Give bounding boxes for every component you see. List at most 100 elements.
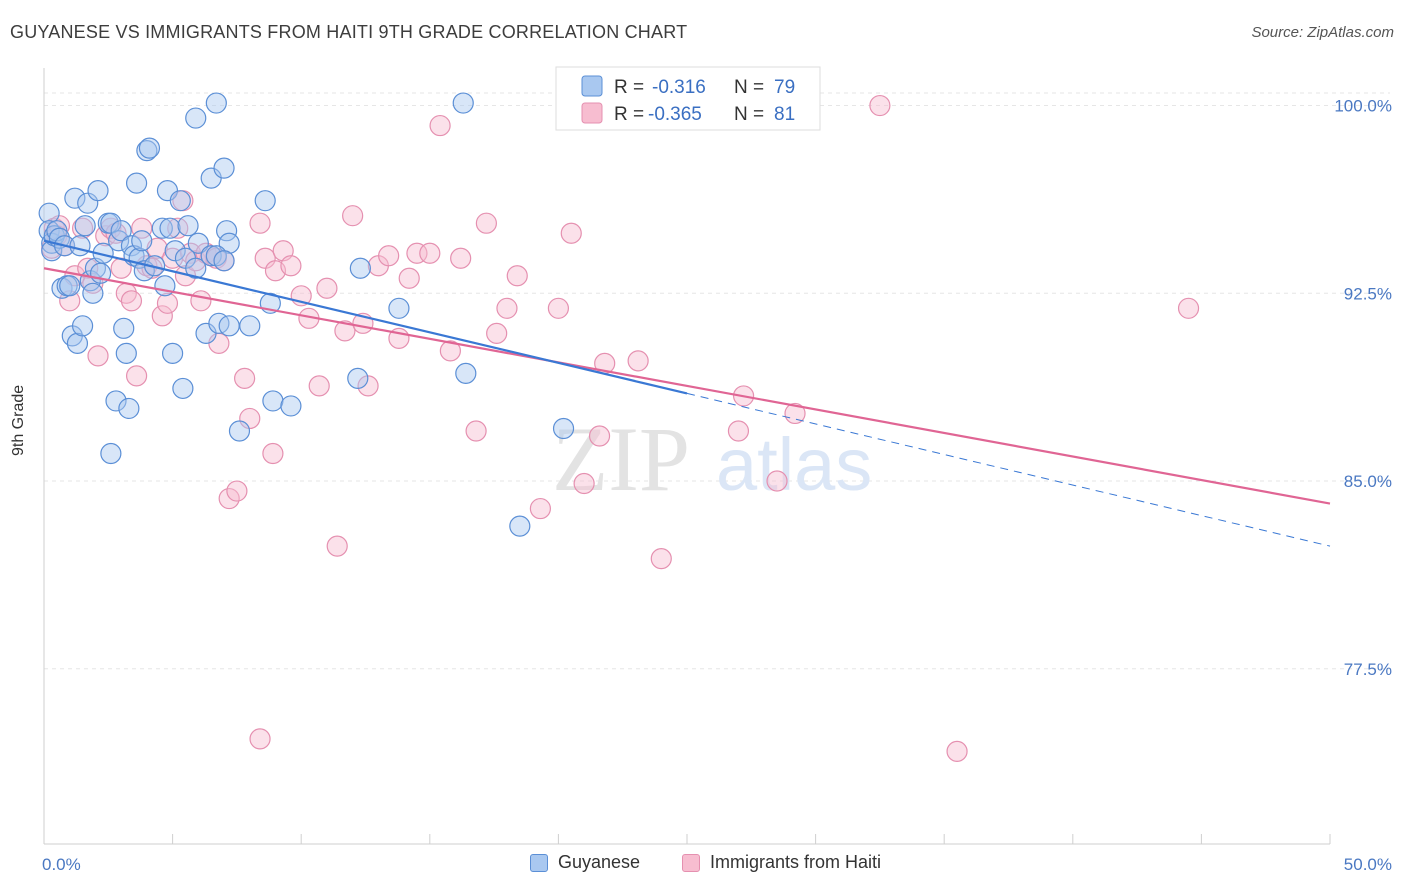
chart-title: GUYANESE VS IMMIGRANTS FROM HAITI 9TH GR… bbox=[10, 22, 688, 42]
haiti-point-7 bbox=[71, 217, 94, 239]
haiti-point-63 bbox=[450, 247, 472, 269]
guyanese-point-73 bbox=[349, 257, 371, 279]
guyanese-point-40 bbox=[138, 137, 161, 159]
haiti-point-51 bbox=[334, 320, 356, 342]
haiti-point-83 bbox=[1177, 297, 1200, 319]
guyanese-point-26 bbox=[105, 390, 127, 412]
haiti-point-50 bbox=[326, 535, 348, 557]
x-ticks bbox=[43, 834, 1331, 844]
trend-guyanese-extension bbox=[686, 392, 1331, 547]
trend-lines bbox=[43, 239, 1331, 547]
guyanese-point-12 bbox=[64, 187, 86, 209]
haiti-point-73 bbox=[588, 425, 611, 447]
haiti-point-65 bbox=[475, 212, 497, 234]
guyanese-point-10 bbox=[59, 275, 81, 297]
guyanese-point-31 bbox=[115, 342, 137, 364]
trend-haiti bbox=[43, 267, 1331, 505]
guyanese-point-42 bbox=[151, 217, 173, 239]
legend-swatch-haiti-bottom bbox=[682, 853, 700, 872]
guyanese-point-41 bbox=[143, 255, 166, 277]
guyanese-point-16 bbox=[74, 215, 96, 237]
legend-n-value-2: 81 bbox=[774, 104, 795, 125]
haiti-point-70 bbox=[547, 297, 570, 319]
watermark-zip: ZIP bbox=[552, 408, 690, 510]
haiti-point-59 bbox=[406, 242, 428, 264]
guyanese-point-19 bbox=[82, 282, 104, 304]
guyanese-point-32 bbox=[118, 397, 140, 420]
guyanese-point-46 bbox=[162, 342, 184, 364]
guyanese-point-57 bbox=[205, 92, 227, 114]
legend-n-label-1: N = bbox=[734, 77, 764, 98]
guyanese-point-28 bbox=[110, 220, 132, 242]
guyanese-point-67 bbox=[239, 315, 261, 337]
haiti-point-17 bbox=[125, 365, 148, 387]
watermark-atlas: atlas bbox=[716, 423, 872, 506]
haiti-point-49 bbox=[316, 277, 338, 299]
guyanese-point-53 bbox=[187, 232, 209, 254]
guyanese-point-45 bbox=[159, 217, 181, 239]
legend-item-guyanese: Guyanese bbox=[530, 852, 640, 873]
haiti-point-75 bbox=[627, 350, 649, 372]
haiti-point-21 bbox=[146, 237, 168, 259]
haiti-point-58 bbox=[398, 267, 420, 289]
haiti-point-64 bbox=[465, 420, 487, 442]
haiti-point-40 bbox=[249, 212, 271, 234]
x-tick-label-min: 0.0% bbox=[42, 855, 81, 874]
guyanese-point-72 bbox=[347, 367, 369, 389]
guyanese-point-68 bbox=[254, 190, 276, 212]
haiti-point-23 bbox=[156, 292, 179, 314]
series-guyanese-points bbox=[38, 92, 575, 537]
y-tick-labels: 77.5% 85.0% 92.5% 100.0% bbox=[1334, 97, 1392, 679]
haiti-point-68 bbox=[506, 265, 528, 287]
legend-n-label-2: N = bbox=[734, 104, 764, 125]
series-legend: Guyanese Immigrants from Haiti bbox=[0, 852, 1406, 878]
haiti-point-48 bbox=[308, 375, 330, 397]
watermark: ZIP atlas bbox=[552, 408, 872, 510]
haiti-point-42 bbox=[262, 442, 284, 465]
x-tick-label-max: 50.0% bbox=[1344, 855, 1392, 874]
legend-label-guyanese: Guyanese bbox=[558, 852, 641, 872]
guyanese-point-62 bbox=[200, 245, 222, 267]
guyanese-point-14 bbox=[69, 235, 91, 257]
haiti-point-69 bbox=[529, 497, 551, 520]
guyanese-point-51 bbox=[177, 215, 199, 237]
guyanese-point-76 bbox=[455, 362, 477, 384]
haiti-point-38 bbox=[234, 367, 256, 389]
haiti-point-60 bbox=[419, 242, 441, 264]
y-tick-label-1: 85.0% bbox=[1344, 472, 1392, 491]
haiti-point-45 bbox=[280, 255, 302, 277]
guyanese-point-37 bbox=[131, 230, 153, 252]
guyanese-point-70 bbox=[262, 390, 284, 412]
haiti-point-67 bbox=[496, 297, 518, 319]
guyanese-point-35 bbox=[125, 172, 148, 194]
haiti-point-76 bbox=[650, 548, 672, 570]
haiti-point-22 bbox=[151, 305, 173, 327]
haiti-point-37 bbox=[226, 480, 248, 502]
legend-r-value-2: -0.365 bbox=[648, 104, 702, 125]
haiti-point-61 bbox=[429, 114, 451, 137]
haiti-point-52 bbox=[342, 205, 364, 227]
guyanese-point-29 bbox=[100, 442, 122, 465]
guyanese-point-77 bbox=[509, 515, 531, 537]
haiti-point-81 bbox=[869, 94, 891, 117]
guyanese-point-15 bbox=[71, 315, 94, 337]
guyanese-point-43 bbox=[154, 275, 176, 297]
legend-swatch-guyanese-bottom bbox=[530, 853, 548, 872]
guyanese-point-65 bbox=[218, 315, 240, 337]
haiti-point-36 bbox=[218, 487, 240, 510]
guyanese-point-66 bbox=[228, 420, 251, 442]
guyanese-point-64 bbox=[213, 250, 235, 272]
haiti-point-30 bbox=[190, 290, 212, 312]
haiti-point-77 bbox=[727, 420, 750, 442]
legend-r-label-1: R = bbox=[614, 77, 644, 98]
haiti-point-71 bbox=[560, 222, 582, 244]
guyanese-point-30 bbox=[113, 317, 135, 339]
guyanese-point-75 bbox=[452, 92, 474, 114]
y-tick-label-0: 77.5% bbox=[1344, 660, 1392, 679]
haiti-point-84 bbox=[249, 728, 271, 750]
guyanese-point-39 bbox=[136, 140, 158, 162]
guyanese-point-78 bbox=[552, 417, 575, 440]
legend-r-value-1: -0.316 bbox=[652, 77, 706, 98]
haiti-point-82 bbox=[946, 740, 968, 762]
